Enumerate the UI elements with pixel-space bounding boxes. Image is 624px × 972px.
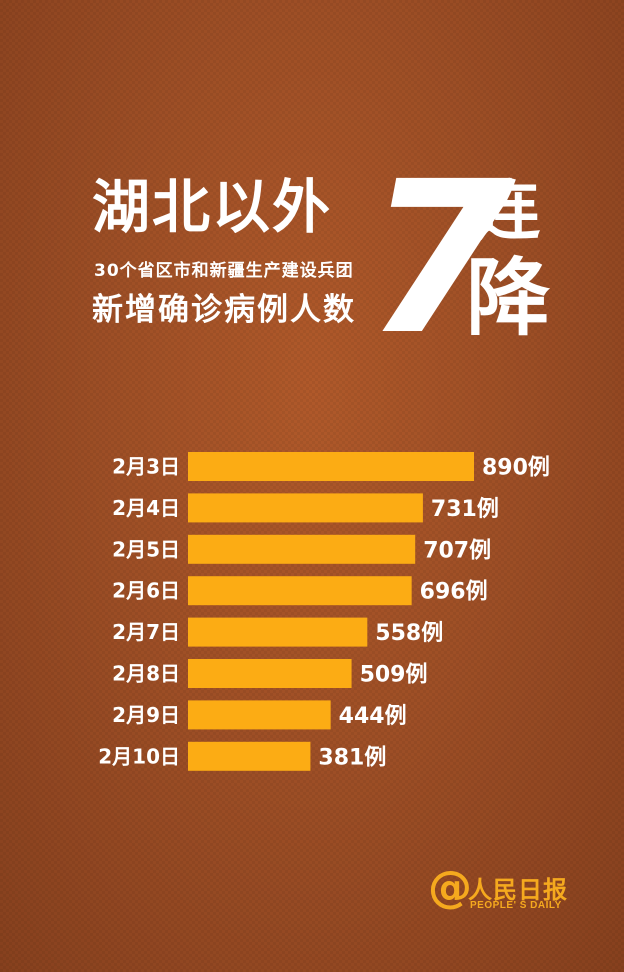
title-jiang: 降 xyxy=(466,249,551,347)
bar xyxy=(188,576,412,606)
category-label: 2月5日 xyxy=(112,537,180,561)
bar xyxy=(188,617,368,647)
subtitle-region: 30个省区市和新疆生产建设兵团 xyxy=(94,261,354,281)
bar xyxy=(188,493,423,523)
value-label: 444例 xyxy=(339,704,407,729)
big-number: 7 xyxy=(366,136,513,381)
bar xyxy=(188,534,416,564)
category-label: 2月7日 xyxy=(112,620,180,644)
people-daily-logo: @ 人民日报 PEOPLE' S DAILY xyxy=(428,866,578,916)
category-label: 2月6日 xyxy=(112,579,180,603)
headline: 湖北以外 xyxy=(92,173,333,241)
category-label: 2月10日 xyxy=(98,744,180,768)
value-label: 731例 xyxy=(431,497,499,522)
category-label: 2月4日 xyxy=(112,496,180,520)
bar xyxy=(188,741,311,771)
subtitle-metric: 新增确诊病例人数 xyxy=(92,292,356,328)
title-lian: 连 xyxy=(476,175,540,249)
value-label: 381例 xyxy=(318,745,386,770)
category-label: 2月3日 xyxy=(112,455,180,479)
value-label: 696例 xyxy=(420,580,488,605)
value-label: 558例 xyxy=(375,621,443,646)
value-label: 890例 xyxy=(482,456,550,481)
logo-name: 人民日报 xyxy=(468,876,568,904)
bar xyxy=(188,452,474,481)
logo-subtitle: PEOPLE' S DAILY xyxy=(470,900,562,911)
value-label: 509例 xyxy=(360,663,428,688)
value-label: 707例 xyxy=(423,538,491,563)
category-label: 2月9日 xyxy=(112,703,180,727)
at-icon: @ xyxy=(428,862,472,913)
bar xyxy=(188,700,331,730)
bar xyxy=(188,659,352,688)
category-label: 2月8日 xyxy=(112,662,180,686)
